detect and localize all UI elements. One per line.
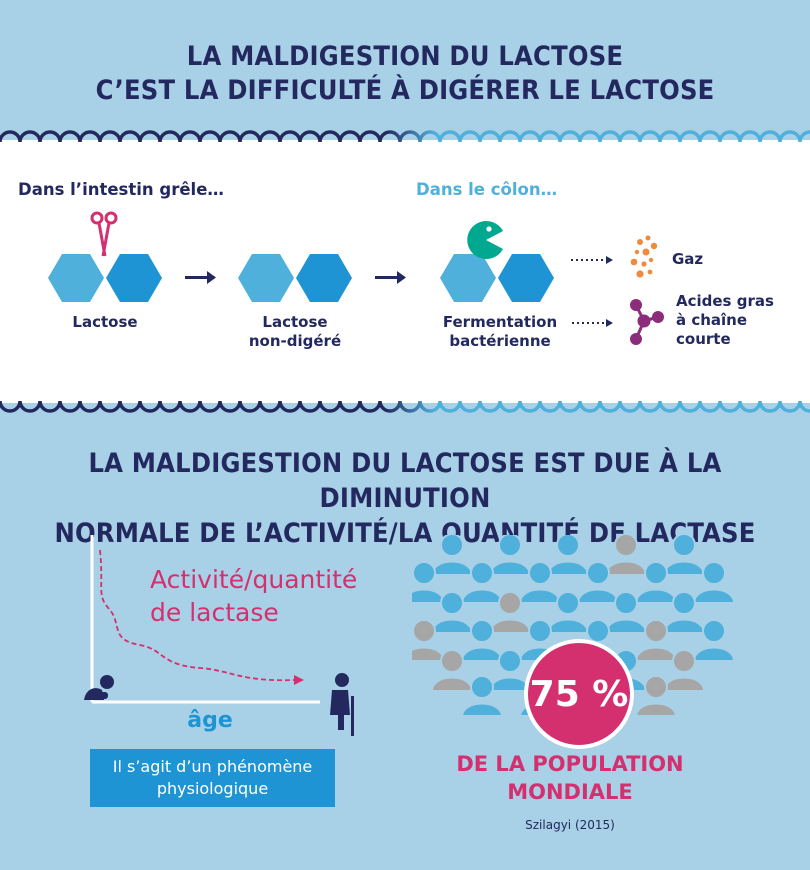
top-title-line1: LA MALDIGESTION DU LACTOSE [186, 41, 624, 72]
gas-label: Gaz [672, 250, 704, 268]
person-icon [662, 535, 706, 576]
person-icon [692, 619, 736, 662]
population-label-line2: MONDIALE [507, 780, 633, 804]
molecule-icon [630, 299, 664, 345]
undigested-lactose-molecule [238, 254, 352, 302]
colon-heading: Dans le côlon… [416, 180, 558, 199]
note-line2: physiologique [156, 779, 269, 798]
undigested-label-line2: non-digéré [248, 332, 342, 350]
cause-title-line1: LA MALDIGESTION DU LACTOSE EST DUE À LA … [88, 448, 722, 514]
fatty-acids-label: Acides gras à chaîne courte [676, 292, 774, 349]
person-icon [488, 535, 532, 576]
person-icon [412, 619, 446, 662]
fatty-acids-line1: Acides gras [676, 292, 774, 310]
undigested-label-line1: Lactose [262, 313, 328, 331]
person-icon [461, 675, 503, 715]
cause-title: LA MALDIGESTION DU LACTOSE EST DUE À LA … [0, 446, 810, 551]
bacteria-icon [467, 221, 503, 259]
lactase-curve [99, 549, 296, 682]
arrow-icon [375, 271, 406, 284]
elderly-person-icon [330, 673, 354, 736]
person-icon [488, 591, 532, 634]
person-icon [430, 649, 474, 692]
percentage-badge: 75 % [524, 639, 634, 749]
person-icon [430, 591, 474, 634]
lactase-curve-label: Activité/quantité de lactase [150, 563, 357, 629]
fermentation-label: Fermentation bactérienne [425, 313, 575, 351]
person-icon [460, 561, 504, 604]
person-icon [692, 561, 736, 604]
top-title-line2: C’EST LA DIFFICULTÉ À DIGÉRER LE LACTOSE [95, 75, 715, 106]
person-icon [635, 675, 677, 715]
person-icon [412, 561, 446, 604]
curve-arrowhead [294, 675, 304, 685]
lactose-label: Lactose [72, 313, 138, 331]
person-icon [488, 649, 532, 692]
cause-title-line2: NORMALE DE L’ACTIVITÉ/LA QUANTITÉ DE LAC… [54, 518, 756, 549]
fermentation-molecule [440, 254, 554, 302]
undigested-label: Lactose non-digéré [235, 313, 355, 351]
fatty-acids-line3: courte [676, 330, 731, 348]
baby-icon [84, 675, 114, 700]
curve-label-line2: de lactase [150, 598, 279, 627]
gas-icon [630, 235, 658, 278]
person-icon [604, 535, 648, 576]
fermentation-label-line2: bactérienne [449, 332, 551, 350]
small-intestine-heading: Dans l’intestin grêle… [18, 180, 224, 199]
population-label-line1: DE LA POPULATION [456, 752, 684, 776]
source-citation: Szilagyi (2015) [525, 818, 615, 832]
molecule-diagram [48, 211, 658, 302]
person-icon [634, 619, 678, 662]
fermentation-label-line1: Fermentation [442, 313, 558, 331]
top-title: LA MALDIGESTION DU LACTOSE C’EST LA DIFF… [0, 40, 810, 108]
population-label: DE LA POPULATION MONDIALE [420, 750, 720, 806]
age-axis-label: âge [187, 708, 233, 733]
curve-label-line1: Activité/quantité [150, 565, 358, 594]
lactose-molecule [48, 254, 162, 302]
person-icon [576, 561, 620, 604]
lactase-graph [84, 535, 354, 736]
note-line1: Il s’agit d’un phénomène [112, 757, 313, 776]
person-icon [430, 535, 474, 576]
scissors-icon [90, 211, 118, 257]
person-icon [546, 535, 590, 576]
fatty-acid-diagram [572, 299, 664, 345]
physiological-note: Il s’agit d’un phénomène physiologique [90, 749, 335, 807]
arrow-icon [185, 271, 216, 284]
fatty-acids-line2: à chaîne [676, 311, 748, 329]
